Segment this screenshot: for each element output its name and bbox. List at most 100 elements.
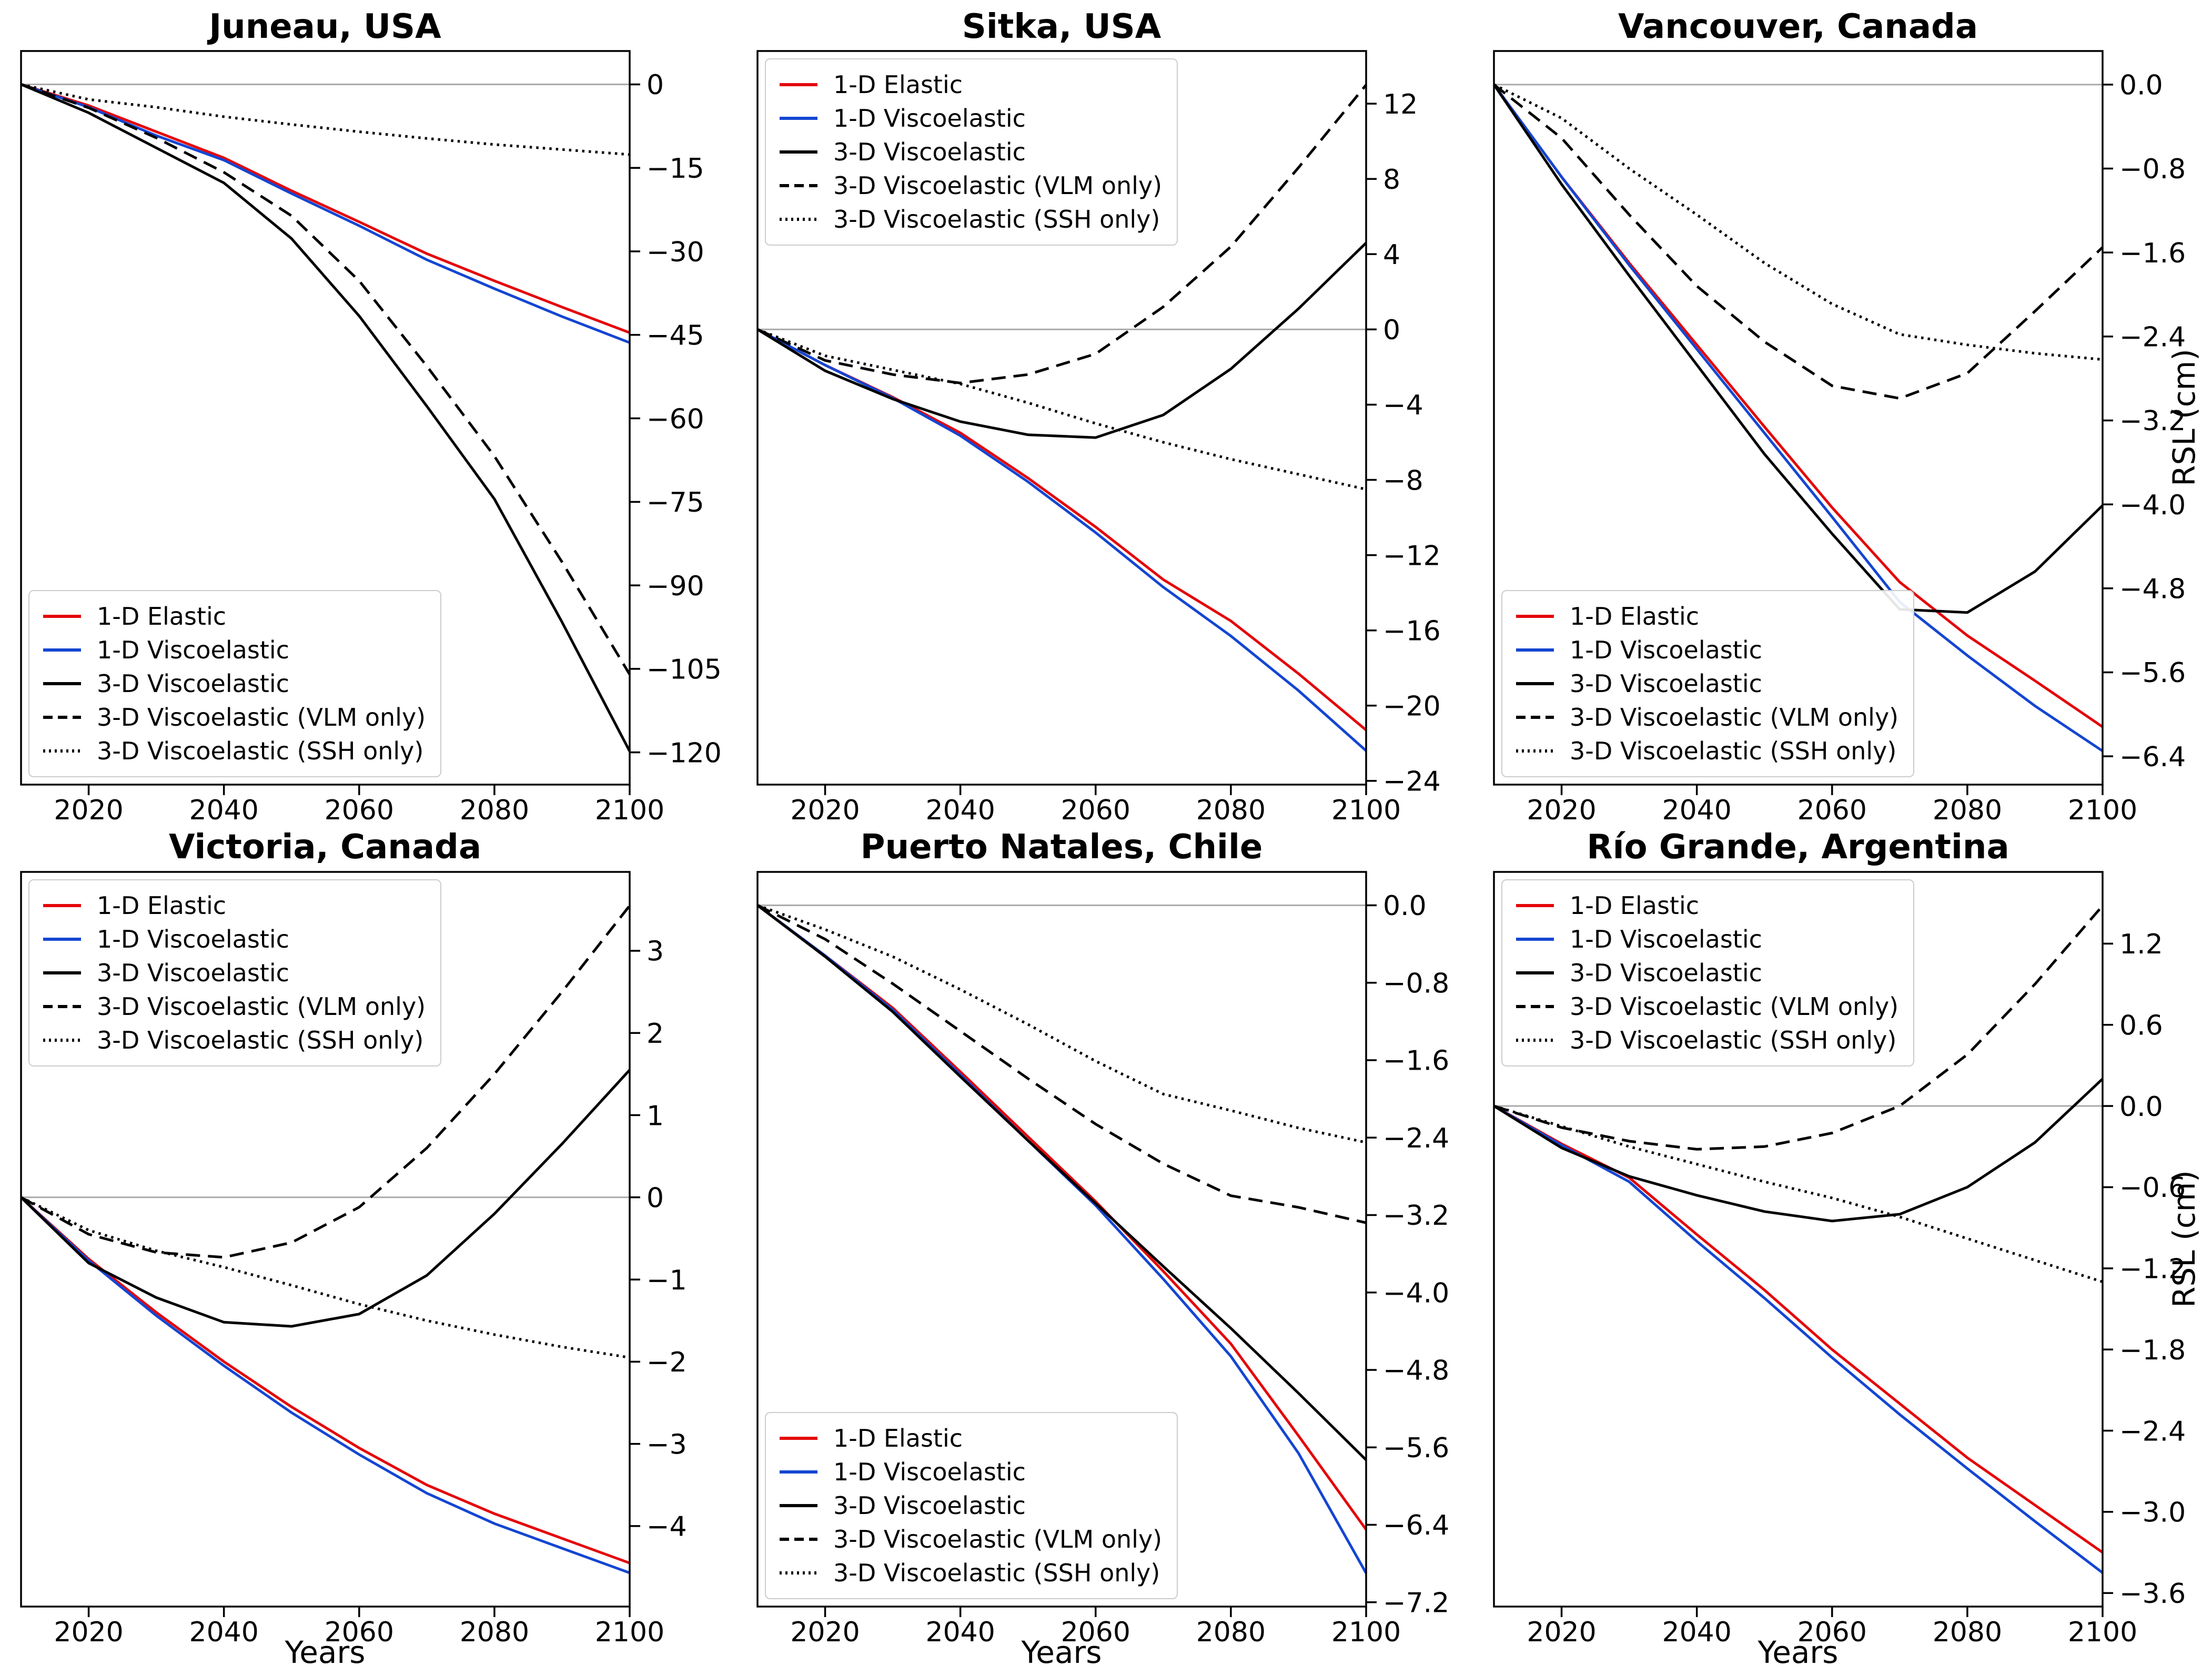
legend-label: 3-D Viscoelastic (SSH only) <box>833 1559 1160 1587</box>
legend-label: 3-D Viscoelastic (VLM only) <box>97 703 426 732</box>
y-tick-label: −1.8 <box>2119 1335 2186 1366</box>
y-axis-label: RSL (cm) <box>2166 1170 2202 1308</box>
chart-title: Victoria, Canada <box>169 828 481 867</box>
series-line-1-solid <box>1493 1104 2104 1574</box>
panel-sitka-usa: 12 8 4 0 −4 −8 −12 −16 −20 −24 2020 2040 2060 2080 210… <box>736 0 1473 825</box>
legend-label: 3-D Viscoelastic (VLM only) <box>833 1525 1163 1553</box>
legend-label: 3-D Viscoelastic (SSH only) <box>97 737 424 765</box>
series-line-4-dotted <box>757 328 1367 491</box>
plot-border <box>1493 871 2104 1608</box>
legend: 1-D Elastic 1-D Viscoelastic 3-D Viscoel… <box>1501 879 1915 1066</box>
legend-label: 3-D Viscoelastic (SSH only) <box>1570 1026 1897 1054</box>
series-line-4-dotted <box>757 904 1367 1144</box>
y-tick-label: −1 <box>647 1265 687 1296</box>
plot-border <box>1493 50 2104 786</box>
chart-rio-grande-argentina: 1.2 0.6 0.0 −0.6 −1.2 −1.8 −2.4 −3.0 −3.6 2020 204… <box>1493 828 2202 1666</box>
y-tick-label: −20 <box>1383 690 1441 722</box>
panel-rio-grande-argentina: 1.2 0.6 0.0 −0.6 −1.2 −1.8 −2.4 −3.0 −3.6 2020 204… <box>1473 825 2212 1666</box>
y-tick-label: −3.2 <box>2119 405 2186 437</box>
legend-label: 3-D Viscoelastic <box>97 959 289 987</box>
y-tick-label: −2.4 <box>1383 1123 1449 1154</box>
y-tick-label: 8 <box>1383 164 1400 196</box>
legend-label: 3-D Viscoelastic (VLM only) <box>97 992 426 1021</box>
x-axis-label: Years <box>284 1634 365 1666</box>
legend: 1-D Elastic 1-D Viscoelastic 3-D Viscoel… <box>1501 590 1915 777</box>
x-tick-label: 2100 <box>1331 795 1401 825</box>
legend-item: 3-D Viscoelastic <box>777 1489 1162 1522</box>
plot-area: 3 2 1 0 −1 −2 −3 −4 2020 2040 2060 2080 2100 <box>20 871 687 1648</box>
plot-area: 0.0−0.8−1.6−2.4−3.2−4.0−4.8−5.6−6.4−7.22… <box>756 871 1449 1648</box>
y-tick-label: −0.8 <box>1383 968 1449 999</box>
y-tick-label: −5.6 <box>2119 657 2186 689</box>
y-tick-label: −4.8 <box>2119 574 2186 605</box>
y-tick-label: −6.4 <box>2119 741 2186 773</box>
x-tick-label: 2100 <box>595 795 664 825</box>
legend-label: 1-D Viscoelastic <box>97 636 289 664</box>
y-tick-label: 0.0 <box>2119 1091 2163 1123</box>
x-tick-label: 2080 <box>1196 1617 1266 1648</box>
y-tick-label: −15 <box>647 153 704 185</box>
series-line-4-dotted <box>1493 83 2103 361</box>
legend: 1-D Elastic 1-D Viscoelastic 3-D Viscoel… <box>28 590 442 777</box>
y-tick-label: 2 <box>647 1018 664 1050</box>
series-line-0-solid <box>21 83 630 334</box>
y-tick-label: 1.2 <box>2119 929 2163 960</box>
x-tick-label: 2040 <box>1662 1617 1731 1648</box>
legend-label: 1-D Elastic <box>1570 891 1700 920</box>
y-tick-label: −4 <box>1383 390 1423 421</box>
y-tick-label: −120 <box>647 737 722 769</box>
panel-juneau-usa: 0 −15 −30 −45 −60 −75 −90 −105 −120 2020 2040 2060 2… <box>0 0 736 825</box>
x-tick-label: 2080 <box>1933 795 2002 825</box>
x-tick-label: 2060 <box>325 1617 394 1648</box>
x-tick-label: 2060 <box>1797 1617 1867 1648</box>
y-tick-label: −4.0 <box>1383 1277 1449 1309</box>
x-tick-label: 2080 <box>460 795 529 825</box>
legend-item: 1-D Elastic <box>41 889 426 922</box>
y-tick-label: −8 <box>1383 465 1423 496</box>
legend-item: 3-D Viscoelastic (VLM only) <box>1514 990 1898 1023</box>
series-line-3-dashed <box>1493 905 2104 1151</box>
chart-title: Río Grande, Argentina <box>1587 828 2009 867</box>
y-tick-label: −4.8 <box>1383 1355 1449 1387</box>
x-tick-label: 2040 <box>189 795 258 825</box>
y-tick-label: −2 <box>647 1347 687 1378</box>
chart-puerto-natales-chile: 0.0−0.8−1.6−2.4−3.2−4.0−4.8−5.6−6.4−7.22… <box>756 828 1449 1666</box>
legend-item: 3-D Viscoelastic (VLM only) <box>777 1522 1162 1556</box>
x-tick-label: 2100 <box>2068 795 2137 825</box>
legend-label: 3-D Viscoelastic (SSH only) <box>1570 737 1897 765</box>
legend-item: 3-D Viscoelastic (SSH only) <box>41 734 426 768</box>
chart-title: Juneau, USA <box>207 7 441 46</box>
plot-area: 0.0 −0.8 −1.6 −2.4 −3.2 −4.0 −4.8 −5.6 −6.4 2020 2… <box>1492 50 2186 825</box>
legend-item: 1-D Elastic <box>777 1421 1162 1455</box>
series-line-2-solid <box>1493 1078 2104 1223</box>
y-tick-label: −30 <box>647 237 704 268</box>
legend-label: 3-D Viscoelastic <box>1570 669 1762 698</box>
plot-area: 0 −15 −30 −45 −60 −75 −90 −105 −120 2020 2040 2060 2… <box>20 50 722 825</box>
series-line-0-solid <box>20 1196 630 1565</box>
series-line-2-solid <box>1492 84 2104 614</box>
y-tick-label: −24 <box>1383 766 1441 798</box>
legend-label: 3-D Viscoelastic <box>833 1491 1026 1520</box>
x-tick-label: 2020 <box>790 1617 860 1648</box>
x-tick-label: 2020 <box>790 795 860 825</box>
legend-item: 3-D Viscoelastic <box>777 135 1162 169</box>
legend-label: 3-D Viscoelastic (VLM only) <box>1570 703 1899 732</box>
chart-victoria-canada: 3 2 1 0 −1 −2 −3 −4 2020 2040 2060 2080 2100 Victori… <box>20 828 687 1666</box>
legend: 1-D Elastic 1-D Viscoelastic 3-D Viscoel… <box>28 879 442 1066</box>
y-tick-label: −3.0 <box>2119 1497 2186 1529</box>
y-tick-label: −3.6 <box>2119 1578 2186 1610</box>
legend-item: 3-D Viscoelastic <box>41 956 426 990</box>
y-tick-label: 0.6 <box>2119 1010 2163 1041</box>
series-line-4-dotted <box>1493 1104 2103 1283</box>
x-tick-label: 2040 <box>925 795 995 825</box>
chart-sitka-usa: 12 8 4 0 −4 −8 −12 −16 −20 −24 2020 2040 2060 2080 210… <box>756 7 1441 825</box>
y-tick-label: −7.2 <box>1383 1587 1449 1619</box>
legend-item: 3-D Viscoelastic (SSH only) <box>777 1556 1162 1590</box>
y-tick-label: 0.0 <box>2119 70 2163 101</box>
legend-label: 1-D Viscoelastic <box>833 104 1026 133</box>
legend-item: 3-D Viscoelastic (SSH only) <box>777 202 1162 236</box>
series-line-3-dashed <box>21 83 631 675</box>
legend-item: 3-D Viscoelastic (VLM only) <box>1514 700 1898 734</box>
legend-item: 1-D Elastic <box>1514 600 1898 633</box>
